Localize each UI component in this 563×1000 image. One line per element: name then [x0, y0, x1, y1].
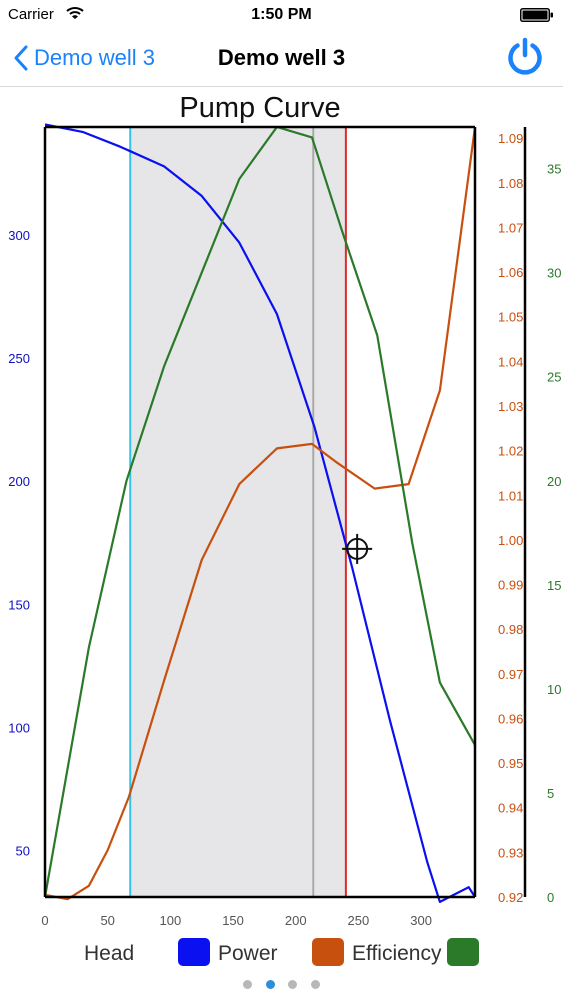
x-tick-label: 0 — [41, 913, 48, 928]
battery-icon — [520, 8, 553, 22]
right-axis-1-tick-label: 0.94 — [498, 801, 523, 816]
left-axis-tick-label: 100 — [8, 720, 30, 735]
right-axis-1-tick-label: 1.01 — [498, 488, 523, 503]
left-axis-tick-label: 250 — [8, 351, 30, 366]
head-series-line — [44, 123, 476, 904]
back-button-label: Demo well 3 — [34, 45, 156, 70]
right-axis-1-tick-label: 0.95 — [498, 756, 523, 771]
x-tick-label: 200 — [285, 913, 307, 928]
right-axis-2-tick-label: 35 — [547, 162, 561, 177]
x-tick-label: 100 — [160, 913, 182, 928]
left-axis-tick-label: 150 — [8, 597, 30, 612]
chart-title: Pump Curve — [179, 92, 340, 124]
right-axis-1-tick-label: 0.96 — [498, 711, 523, 726]
left-axis-tick-label: 300 — [8, 228, 30, 243]
right-axis-2-tick-label: 30 — [547, 266, 561, 281]
page-dot[interactable] — [288, 980, 297, 989]
status-carrier: Carrier — [8, 6, 54, 23]
right-axis-2-tick-label: 10 — [547, 682, 561, 697]
legend-swatch-head — [178, 938, 210, 966]
right-axis-1-tick-label: 1.00 — [498, 533, 523, 548]
right-axis-1-tick-label: 1.07 — [498, 220, 523, 235]
legend-swatch-power — [312, 938, 344, 966]
right-axis-1-tick-label: 1.03 — [498, 399, 523, 414]
legend-label-power: Power — [218, 942, 278, 965]
status-time: 1:50 PM — [251, 6, 312, 23]
right-axis-1-tick-label: 1.02 — [498, 444, 523, 459]
x-tick-label: 250 — [348, 913, 370, 928]
back-button[interactable]: Demo well 3 — [14, 40, 155, 76]
right-axis-2-tick-label: 5 — [547, 786, 554, 801]
page-dot[interactable] — [243, 980, 252, 989]
chevron-left-icon — [14, 45, 28, 71]
chart-legend: Head Power Efficiency — [0, 936, 563, 972]
right-axis-1-tick-label: 0.93 — [498, 845, 523, 860]
right-axis-2-tick-label: 20 — [547, 474, 561, 489]
page-dot[interactable] — [265, 980, 275, 989]
shaded-operating-region — [130, 127, 346, 897]
x-tick-label: 150 — [222, 913, 244, 928]
right-axis-1-tick-label: 0.99 — [498, 578, 523, 593]
power-icon[interactable] — [505, 36, 545, 76]
right-axis-1-tick-label: 0.98 — [498, 622, 523, 637]
right-axis-2-tick-label: 15 — [547, 578, 561, 593]
legend-swatch-efficiency — [447, 938, 479, 966]
right-axis-2-tick-label: 25 — [547, 370, 561, 385]
x-tick-label: 300 — [410, 913, 432, 928]
right-axis-2-tick-label: 0 — [547, 890, 554, 905]
legend-label-head: Head — [84, 942, 135, 965]
right-axis-1-tick-label: 1.08 — [498, 176, 523, 191]
wifi-icon — [66, 7, 84, 19]
left-axis-tick-label: 200 — [8, 474, 30, 489]
x-tick-label: 50 — [100, 913, 114, 928]
legend-label-efficiency: Efficiency — [352, 942, 442, 965]
right-axis-1-tick-label: 0.97 — [498, 667, 523, 682]
right-axis-1-tick-label: 1.05 — [498, 310, 523, 325]
left-axis-tick-label: 50 — [16, 843, 30, 858]
right-axis-1-tick-label: 1.04 — [498, 354, 523, 369]
right-axis-1-tick-label: 0.92 — [498, 890, 523, 905]
right-axis-1-tick-label: 1.09 — [498, 131, 523, 146]
page-dot[interactable] — [310, 980, 320, 989]
power-series-line — [44, 126, 477, 901]
page-control[interactable] — [0, 980, 563, 992]
right-axis-1-tick-label: 1.06 — [498, 265, 523, 280]
navigation-bar: Demo well 3 Demo well 3 — [0, 30, 563, 87]
status-bar: Carrier 1:50 PM — [0, 0, 563, 30]
